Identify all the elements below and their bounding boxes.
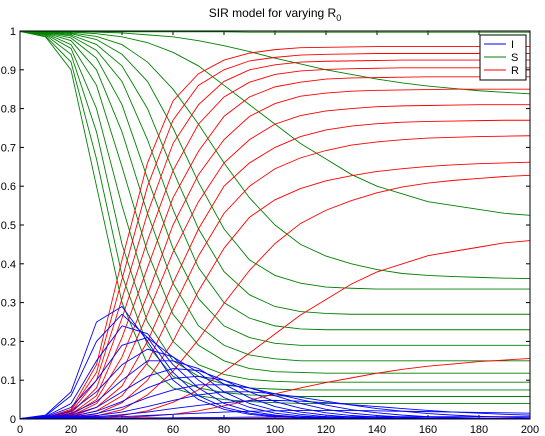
series-r-curve-3 [19,59,530,420]
series-r-curve-10 [19,161,531,420]
series-s-curve-4 [19,30,530,383]
series-r-curve-7 [19,104,530,420]
series-s-curve-8 [19,30,530,331]
series-r-curve-6 [19,88,530,420]
x-tick-label: 180 [470,424,488,436]
series-s-curve-11 [19,30,531,279]
x-tick-label: 100 [266,424,284,436]
y-tick-label: 0.9 [1,65,16,77]
series-i-curve-1 [19,305,530,420]
series-r-curve-2 [19,53,530,420]
y-tick-label: 0 [10,414,16,426]
series-s-curve-1 [19,30,530,404]
legend: ISR [479,34,527,81]
x-tick-label: 20 [65,424,77,436]
x-axis-ticks: 0 20 40 60 80 100 120 140 160 180 200 [17,31,539,436]
series-s-curve-14 [20,30,530,33]
series-i-curve-8 [19,375,530,420]
plot-frame [19,30,531,420]
series-s-curve-6 [19,30,530,362]
y-tick-label: 0.6 [1,181,16,193]
series-r-curve-1 [19,46,530,420]
x-tick-label: 140 [368,424,386,436]
x-tick-label: 60 [167,424,179,436]
chart-title: SIR model for varying R0 [209,6,341,23]
y-tick-label: 0.2 [1,336,16,348]
x-tick-label: 160 [419,424,437,436]
chart-title-main: SIR model for varying R [209,6,337,20]
series-s-curve-7 [19,30,530,346]
series-r-curve-5 [19,76,530,420]
chart-title-subscript: 0 [336,13,341,23]
y-tick-label: 0.1 [1,375,16,387]
legend-label-s: S [511,52,518,64]
series-i-curve-10 [19,391,531,420]
legend-label-r: R [511,65,519,77]
series-s-curve-10 [19,30,530,290]
y-tick-label: 0.5 [1,220,16,232]
series-s-curve-3 [19,30,530,391]
legend-label-i: I [511,39,514,51]
series-r-curve-4 [19,67,530,420]
series-r-curve-8 [19,119,530,420]
series-r-curve-11 [20,174,531,420]
series-curves [19,30,531,420]
x-tick-label: 0 [17,424,23,436]
series-i-curve-12 [20,410,531,420]
x-tick-label: 200 [521,424,539,436]
series-s-curve-5 [19,30,530,374]
series-r-curve-9 [19,135,531,420]
series-s-curve-9 [19,30,530,315]
x-tick-label: 80 [218,424,230,436]
series-i-curve-5 [19,348,530,420]
y-tick-label: 0.3 [1,298,16,310]
x-tick-label: 120 [317,424,335,436]
x-tick-label: 40 [116,424,128,436]
y-tick-label: 1 [10,26,16,38]
y-tick-label: 0.7 [1,142,16,154]
y-tick-label: 0.4 [1,259,16,271]
series-s-curve-13 [20,30,531,95]
y-tick-label: 0.8 [1,104,16,116]
